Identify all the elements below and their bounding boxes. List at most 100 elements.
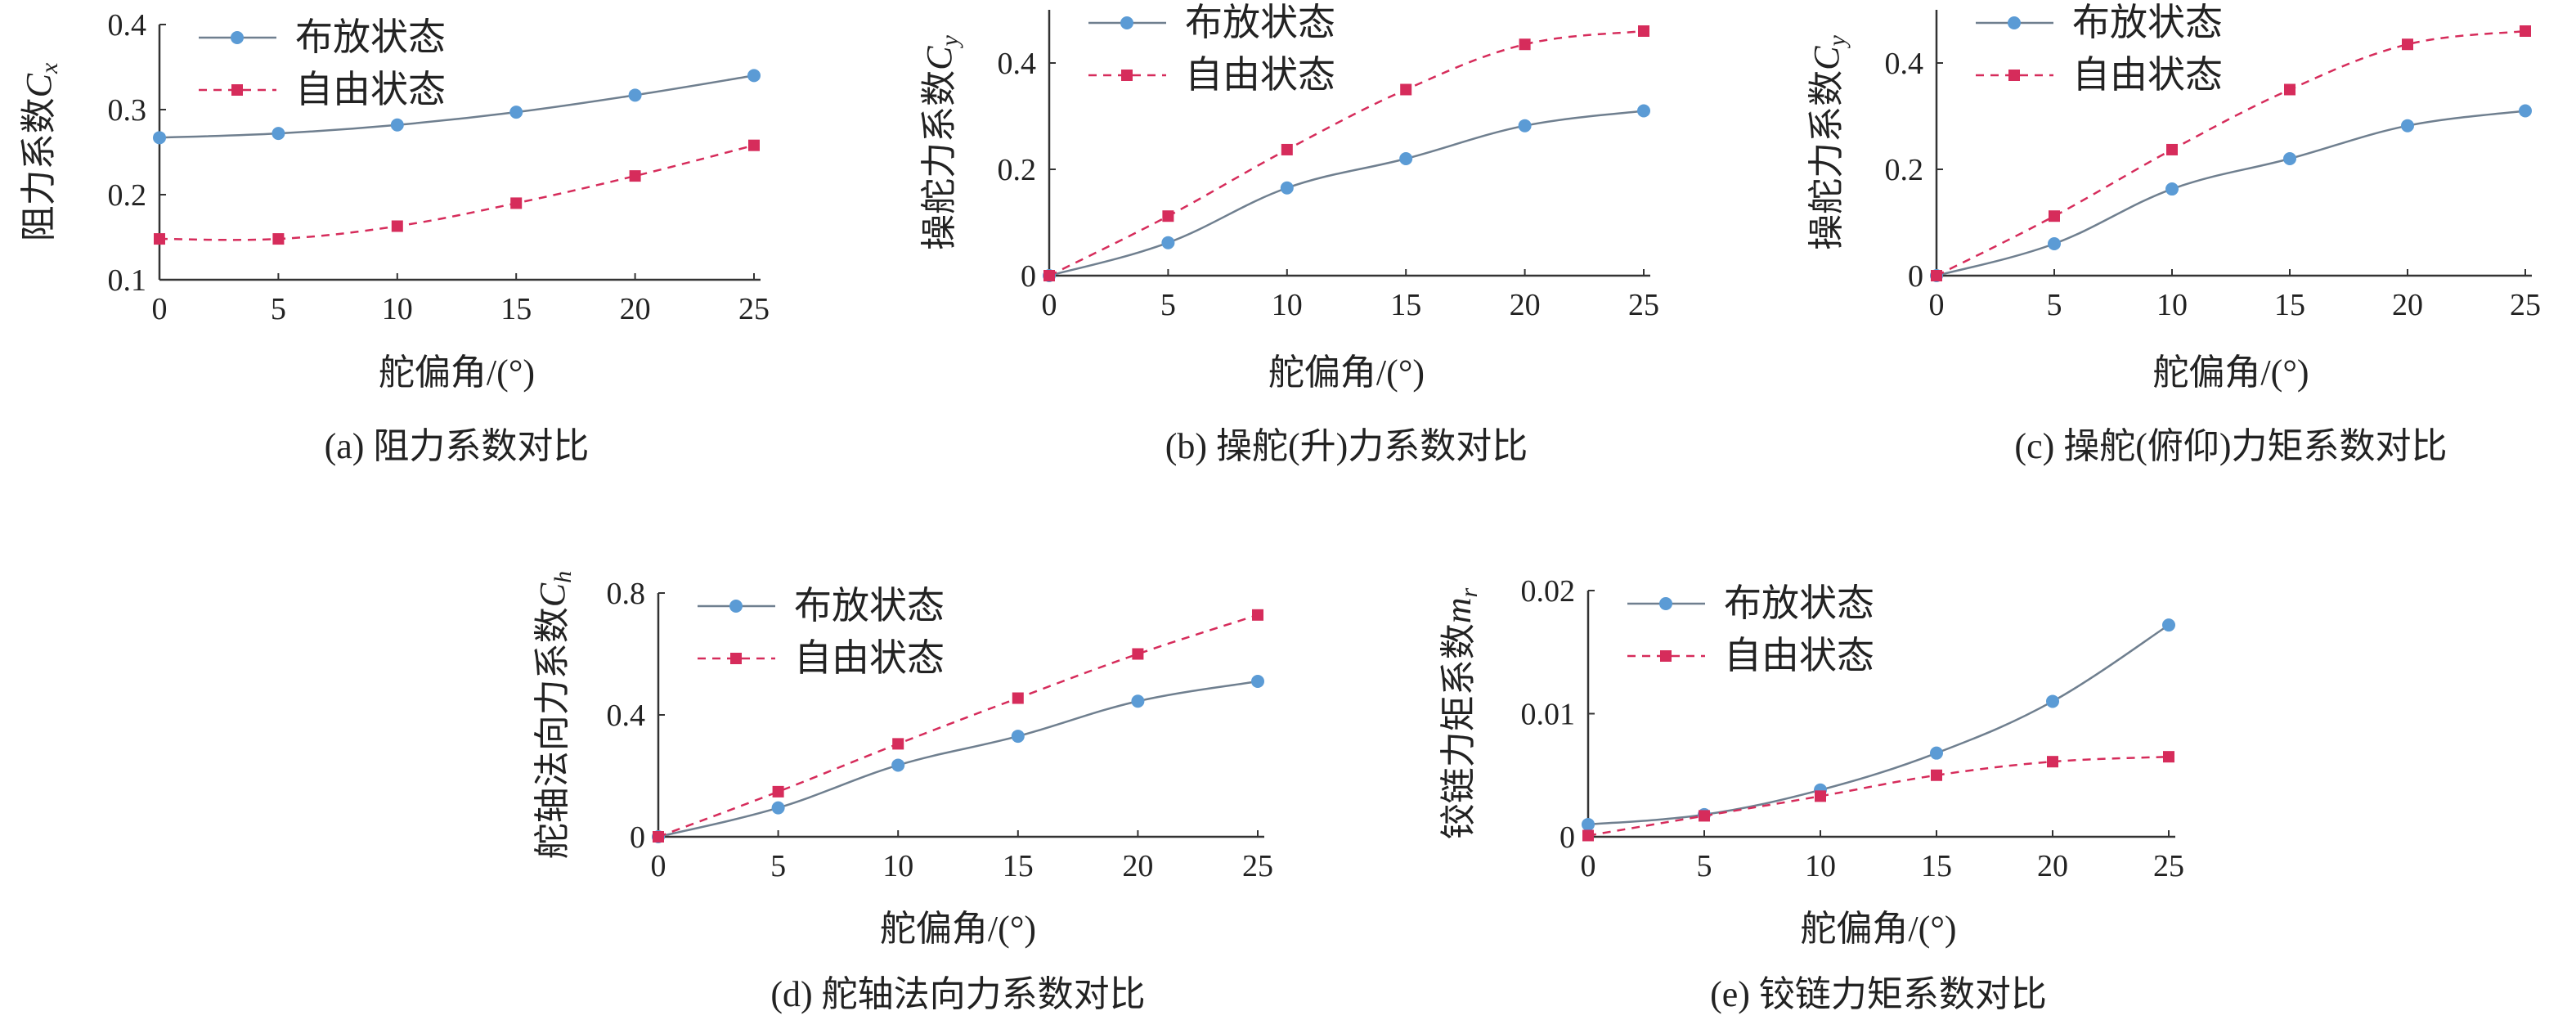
y-axis-label-text: 阻力系数 <box>19 97 59 241</box>
x-tick-label: 20 <box>1122 849 1153 883</box>
y-axis-label-subscript: h <box>550 571 577 583</box>
data-point-deployed <box>509 106 523 119</box>
data-point-deployed <box>272 127 285 141</box>
data-point-free <box>1043 270 1055 281</box>
legend-label-free: 自由状态 <box>794 637 945 679</box>
data-point-deployed <box>1399 152 1413 165</box>
x-tick-label: 15 <box>1390 288 1421 322</box>
data-point-free <box>2049 210 2060 222</box>
y-axis-label-symbol: m <box>1438 597 1479 623</box>
x-tick-label: 15 <box>1003 849 1034 883</box>
y-axis-label-symbol: C <box>19 73 59 97</box>
x-tick-label: 15 <box>2274 288 2305 322</box>
data-point-deployed <box>1582 817 1595 831</box>
series-line-free <box>1936 29 2526 277</box>
y-tick-label: 0.4 <box>1885 47 1924 81</box>
legend-marker-deployed <box>1659 597 1672 610</box>
x-tick-label: 0 <box>1929 288 1945 322</box>
data-point-free <box>1931 769 1942 781</box>
series-line-deployed <box>657 680 1259 838</box>
data-point-free <box>2284 83 2296 96</box>
y-tick-label: 0.1 <box>108 263 147 298</box>
x-tick-label: 10 <box>2156 288 2188 322</box>
y-tick-label: 0 <box>1908 259 1923 294</box>
data-point-free <box>1699 810 1710 822</box>
x-tick-label: 5 <box>770 849 786 883</box>
y-tick-label: 0.8 <box>607 577 646 611</box>
data-point-free <box>2166 143 2178 155</box>
series-line-deployed <box>159 74 755 139</box>
data-point-free <box>2520 25 2531 37</box>
y-tick-label: 0.4 <box>998 47 1037 81</box>
data-point-free <box>1638 25 1649 37</box>
data-point-free <box>629 170 641 182</box>
y-tick-label: 0.2 <box>1885 153 1924 187</box>
legend-label-deployed: 布放状态 <box>2072 2 2223 43</box>
y-axis-label-symbol: C <box>1806 46 1847 70</box>
x-tick-label: 25 <box>2153 849 2184 883</box>
data-point-deployed <box>1251 675 1264 689</box>
data-point-deployed <box>2283 152 2296 165</box>
y-axis-label: 铰链力矩系数mr <box>1438 587 1483 839</box>
x-tick-label: 25 <box>738 292 770 326</box>
series-line-deployed <box>1587 624 2170 826</box>
data-point-deployed <box>1280 181 1294 195</box>
y-axis-label-subscript: y <box>936 34 963 48</box>
y-axis-label: 阻力系数Cx <box>19 62 63 241</box>
data-point-deployed <box>628 88 642 102</box>
x-tick-label: 10 <box>382 292 413 326</box>
data-point-deployed <box>2165 182 2179 196</box>
data-point-free <box>653 831 664 843</box>
legend-marker-deployed <box>729 600 743 613</box>
data-point-deployed <box>1518 119 1532 133</box>
series-line-deployed <box>1048 110 1645 277</box>
chart-panel-5: 0 5 10 15 20 25 0 0.01 0.02 铰链力矩系数mr 舵偏角/(°) (e) 铰链… <box>1438 574 2184 1014</box>
data-point-deployed <box>1161 236 1175 249</box>
series-line-free <box>159 144 755 241</box>
legend-marker-free <box>1660 650 1672 662</box>
data-point-free <box>1815 790 1826 802</box>
data-point-free <box>2402 38 2413 51</box>
data-point-free <box>1012 692 1024 704</box>
data-point-deployed <box>2401 119 2414 133</box>
data-point-deployed <box>771 801 785 815</box>
x-tick-label: 5 <box>2047 288 2062 322</box>
series-line-free <box>1048 29 1645 277</box>
data-point-free <box>1132 648 1144 660</box>
y-tick-label: 0 <box>1560 820 1575 855</box>
panel-caption: (d) 舵轴法向力系数对比 <box>770 974 1145 1014</box>
series-line-free <box>657 613 1259 838</box>
x-tick-label: 15 <box>1921 849 1952 883</box>
y-tick-label: 0.3 <box>108 93 147 128</box>
legend-marker-deployed <box>231 31 244 44</box>
x-tick-label: 20 <box>1510 288 1541 322</box>
x-axis-label: 舵偏角/(°) <box>379 353 535 393</box>
x-tick-label: 20 <box>2392 288 2423 322</box>
data-point-free <box>1400 83 1412 96</box>
chart-panel-3: 0 5 10 15 20 25 0 0.2 0.4 操舵力系数Cy 舵偏角/(°) (c) 操舵(俯仰… <box>1806 2 2541 466</box>
legend-label-deployed: 布放状态 <box>1724 582 1874 624</box>
data-point-deployed <box>891 758 905 772</box>
x-tick-label: 10 <box>1805 849 1836 883</box>
legend-marker-free <box>730 653 742 664</box>
data-point-deployed <box>2162 618 2175 632</box>
x-tick-label: 20 <box>2037 849 2068 883</box>
x-tick-label: 15 <box>500 292 532 326</box>
y-axis-label-subscript: r <box>1456 587 1483 597</box>
data-point-free <box>391 220 403 232</box>
legend-marker-free <box>1121 70 1133 81</box>
x-axis-label: 舵偏角/(°) <box>1800 909 1956 949</box>
y-axis-label-subscript: y <box>1824 34 1851 48</box>
panel-caption: (e) 铰链力矩系数对比 <box>1710 974 2047 1014</box>
data-point-free <box>1162 210 1174 222</box>
y-axis-label-text: 操舵力系数 <box>1806 70 1847 250</box>
panel-caption: (a) 阻力系数对比 <box>325 426 590 466</box>
x-tick-label: 25 <box>1628 288 1659 322</box>
data-point-deployed <box>2046 694 2059 708</box>
x-tick-label: 0 <box>1581 849 1596 883</box>
x-tick-label: 10 <box>882 849 913 883</box>
y-axis-label-subscript: x <box>36 62 63 74</box>
